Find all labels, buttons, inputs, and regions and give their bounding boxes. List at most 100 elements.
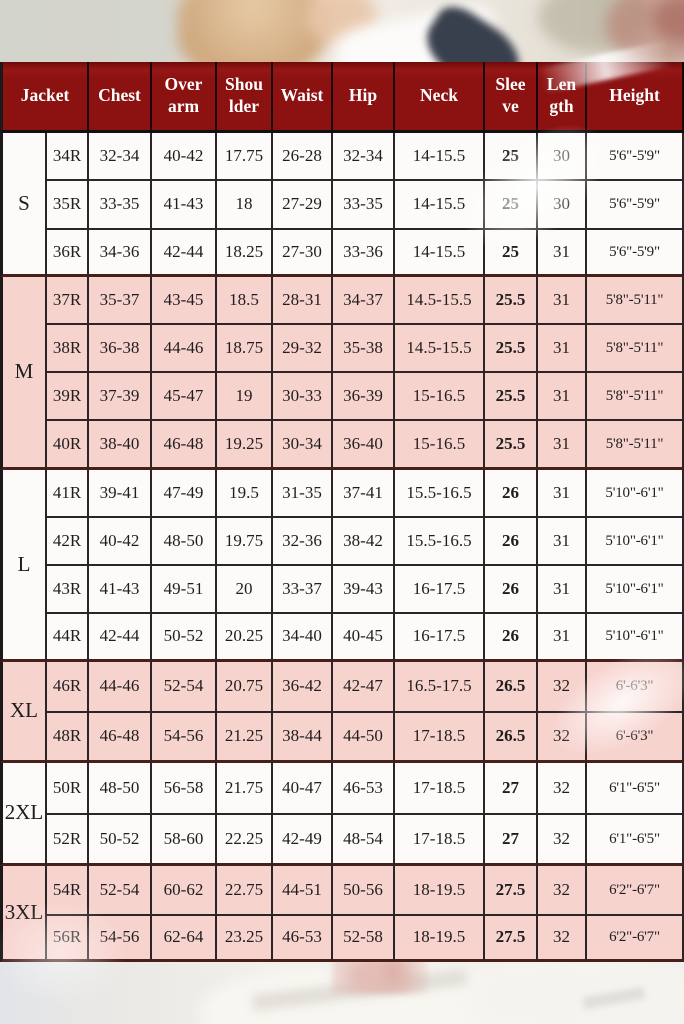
cell-41R-neck: 15.5-16.5 — [395, 470, 485, 518]
cell-37R-length: 31 — [538, 277, 587, 325]
cell-42R-height: 5'10"-6'1" — [587, 518, 684, 566]
cell-46R-hip: 42-47 — [333, 662, 395, 713]
cell-34R-jacket: 34R — [47, 133, 89, 181]
cell-42R-chest: 40-42 — [89, 518, 152, 566]
cell-44R-hip: 40-45 — [333, 614, 395, 662]
cell-35R-shoulder: 18 — [217, 181, 273, 230]
cell-39R-chest: 37-39 — [89, 373, 152, 421]
cell-38R-neck: 14.5-15.5 — [395, 325, 485, 373]
size-chart-table: Jacket Chest Over arm Shou lder Waist Hip Neck… — [0, 62, 684, 962]
cell-46R-shoulder: 20.75 — [217, 662, 273, 713]
cell-56R-jacket: 56R — [47, 916, 89, 962]
cell-46R-length: 32 — [538, 662, 587, 713]
cell-34R-hip: 32-34 — [333, 133, 395, 181]
cell-54R-jacket: 54R — [47, 866, 89, 916]
cell-41R-height: 5'10"-6'1" — [587, 470, 684, 518]
cell-56R-length: 32 — [538, 916, 587, 962]
cell-44R-chest: 42-44 — [89, 614, 152, 662]
cell-34R-chest: 32-34 — [89, 133, 152, 181]
cell-56R-hip: 52-58 — [333, 916, 395, 962]
cell-41R-jacket: 41R — [47, 470, 89, 518]
cell-40R-jacket: 40R — [47, 421, 89, 470]
cell-38R-sleeve: 25.5 — [485, 325, 538, 373]
group-label-M: M — [0, 277, 47, 470]
cell-54R-neck: 18-19.5 — [395, 866, 485, 916]
cell-34R-neck: 14-15.5 — [395, 133, 485, 181]
cell-35R-waist: 27-29 — [273, 181, 333, 230]
cell-52R-neck: 17-18.5 — [395, 815, 485, 866]
cell-43R-length: 31 — [538, 566, 587, 614]
cell-54R-sleeve: 27.5 — [485, 866, 538, 916]
cell-43R-overarm: 49-51 — [152, 566, 217, 614]
cell-50R-chest: 48-50 — [89, 763, 152, 815]
cell-41R-length: 31 — [538, 470, 587, 518]
cell-35R-neck: 14-15.5 — [395, 181, 485, 230]
cell-44R-neck: 16-17.5 — [395, 614, 485, 662]
cell-43R-neck: 16-17.5 — [395, 566, 485, 614]
cell-36R-chest: 34-36 — [89, 230, 152, 277]
cell-46R-chest: 44-46 — [89, 662, 152, 713]
cell-48R-jacket: 48R — [47, 713, 89, 763]
cell-41R-overarm: 47-49 — [152, 470, 217, 518]
cell-41R-hip: 37-41 — [333, 470, 395, 518]
cell-50R-hip: 46-53 — [333, 763, 395, 815]
cell-44R-length: 31 — [538, 614, 587, 662]
cell-46R-neck: 16.5-17.5 — [395, 662, 485, 713]
cell-39R-length: 31 — [538, 373, 587, 421]
cell-52R-length: 32 — [538, 815, 587, 866]
header-cell-neck: Neck — [395, 62, 485, 133]
cell-44R-shoulder: 20.25 — [217, 614, 273, 662]
cell-40R-shoulder: 19.25 — [217, 421, 273, 470]
cell-44R-sleeve: 26 — [485, 614, 538, 662]
cell-48R-length: 32 — [538, 713, 587, 763]
cell-37R-chest: 35-37 — [89, 277, 152, 325]
group-label-XL: XL — [0, 662, 47, 763]
cell-40R-hip: 36-40 — [333, 421, 395, 470]
cell-52R-waist: 42-49 — [273, 815, 333, 866]
cell-34R-sleeve: 25 — [485, 133, 538, 181]
cell-46R-jacket: 46R — [47, 662, 89, 713]
photo-top-region — [0, 0, 684, 62]
header-cell-waist: Waist — [273, 62, 333, 133]
cell-42R-sleeve: 26 — [485, 518, 538, 566]
cell-36R-overarm: 42-44 — [152, 230, 217, 277]
cell-34R-waist: 26-28 — [273, 133, 333, 181]
cell-56R-sleeve: 27.5 — [485, 916, 538, 962]
cell-44R-waist: 34-40 — [273, 614, 333, 662]
cell-40R-waist: 30-34 — [273, 421, 333, 470]
beard-blob — [178, 0, 330, 62]
header-cell-height: Height — [587, 62, 684, 133]
cell-36R-hip: 33-36 — [333, 230, 395, 277]
cell-37R-height: 5'8"-5'11" — [587, 277, 684, 325]
cell-52R-hip: 48-54 — [333, 815, 395, 866]
cell-46R-waist: 36-42 — [273, 662, 333, 713]
cell-37R-hip: 34-37 — [333, 277, 395, 325]
cell-39R-overarm: 45-47 — [152, 373, 217, 421]
cell-38R-overarm: 44-46 — [152, 325, 217, 373]
cell-36R-shoulder: 18.25 — [217, 230, 273, 277]
cell-43R-jacket: 43R — [47, 566, 89, 614]
cell-36R-jacket: 36R — [47, 230, 89, 277]
cell-54R-height: 6'2"-6'7" — [587, 866, 684, 916]
cell-52R-sleeve: 27 — [485, 815, 538, 866]
cell-41R-shoulder: 19.5 — [217, 470, 273, 518]
cell-48R-overarm: 54-56 — [152, 713, 217, 763]
header-cell-chest: Chest — [89, 62, 152, 133]
cell-50R-jacket: 50R — [47, 763, 89, 815]
cell-48R-height: 6'-6'3" — [587, 713, 684, 763]
cell-36R-sleeve: 25 — [485, 230, 538, 277]
cell-38R-jacket: 38R — [47, 325, 89, 373]
header-cell-length: Len gth — [538, 62, 587, 133]
group-label-3XL: 3XL — [0, 866, 47, 962]
cell-41R-chest: 39-41 — [89, 470, 152, 518]
cell-52R-overarm: 58-60 — [152, 815, 217, 866]
cell-56R-neck: 18-19.5 — [395, 916, 485, 962]
cell-42R-shoulder: 19.75 — [217, 518, 273, 566]
cell-38R-hip: 35-38 — [333, 325, 395, 373]
cell-43R-shoulder: 20 — [217, 566, 273, 614]
cell-36R-height: 5'6"-5'9" — [587, 230, 684, 277]
cell-40R-chest: 38-40 — [89, 421, 152, 470]
cell-46R-overarm: 52-54 — [152, 662, 217, 713]
cell-40R-neck: 15-16.5 — [395, 421, 485, 470]
cell-36R-waist: 27-30 — [273, 230, 333, 277]
